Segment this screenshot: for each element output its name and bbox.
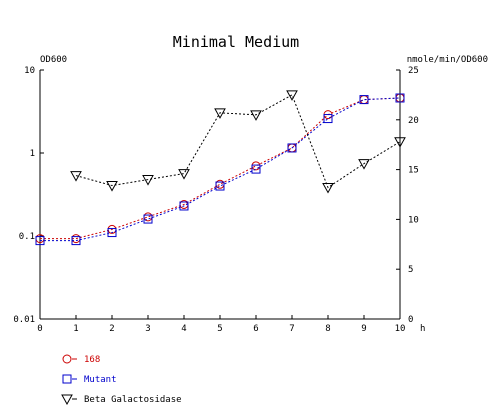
legend-label: 168	[84, 355, 100, 365]
right-tick-label: 10	[408, 215, 419, 225]
x-axis-ticks: 0 1 2 3 4 5 6 7 8 9 10	[37, 315, 405, 334]
right-tick-label: 25	[408, 66, 419, 76]
data-point	[178, 169, 190, 180]
left-axis-label: OD600	[40, 55, 67, 65]
data-point	[70, 171, 82, 182]
data-point	[107, 228, 117, 238]
legend-item: Beta Galactosidase	[61, 394, 182, 405]
x-tick-label: 4	[181, 324, 186, 334]
x-tick-label: 8	[325, 324, 330, 334]
data-point	[287, 143, 297, 153]
chart-title: Minimal Medium	[173, 33, 299, 51]
x-tick-label: 10	[395, 324, 406, 334]
series-line	[40, 97, 401, 240]
data-point	[286, 90, 298, 101]
data-point	[215, 181, 225, 191]
right-tick-label: 5	[408, 265, 413, 275]
data-point	[251, 161, 261, 171]
right-tick-label: 15	[408, 166, 419, 176]
data-point	[358, 159, 370, 170]
legend-item: 168	[62, 354, 100, 365]
x-tick-label: 3	[145, 324, 150, 334]
x-axis-unit: h	[420, 324, 425, 334]
series-3	[70, 90, 406, 194]
left-tick-label: 0.01	[13, 315, 35, 325]
data-point	[323, 114, 333, 124]
x-tick-label: 9	[361, 324, 366, 334]
data-point	[179, 201, 189, 211]
data-point	[394, 137, 406, 148]
left-tick-label: 10	[24, 66, 35, 76]
left-tick-label: 0.1	[19, 232, 35, 242]
data-point	[71, 236, 81, 246]
series-layer	[35, 90, 406, 246]
data-point	[214, 108, 226, 119]
data-point	[359, 95, 369, 105]
legend-item: Mutant	[62, 374, 117, 385]
series-line	[40, 97, 401, 242]
legend-label: Beta Galactosidase	[84, 395, 182, 405]
data-point	[322, 183, 334, 194]
series-2	[35, 93, 405, 246]
right-tick-label: 20	[408, 116, 419, 126]
right-axis-ticks: 0 5 10 15 20 25	[396, 66, 419, 325]
legend-label: Mutant	[84, 375, 117, 385]
data-point	[395, 93, 405, 103]
x-tick-label: 7	[289, 324, 294, 334]
data-point	[35, 236, 45, 246]
data-point	[250, 110, 262, 121]
data-point	[251, 164, 261, 174]
right-axis-label: nmole/min/OD600	[407, 55, 488, 65]
x-tick-label: 0	[37, 324, 42, 334]
legend-marker	[62, 354, 72, 364]
data-point	[142, 175, 154, 186]
x-tick-label: 1	[73, 324, 78, 334]
x-tick-label: 2	[109, 324, 114, 334]
x-tick-label: 6	[253, 324, 258, 334]
data-point	[359, 95, 369, 105]
x-tick-label: 5	[217, 324, 222, 334]
series-line	[75, 94, 401, 189]
left-axis-ticks: 0.01 0.1 1 10	[13, 66, 44, 325]
right-tick-label: 0	[408, 315, 413, 325]
legend-marker	[61, 394, 73, 405]
series-1	[35, 93, 405, 244]
data-point	[106, 181, 118, 192]
data-point	[215, 179, 225, 189]
left-tick-label: 1	[30, 149, 35, 159]
legend: 168 Mutant Beta Galactosidase	[61, 354, 182, 405]
legend-marker	[62, 374, 72, 384]
data-point	[143, 214, 153, 224]
